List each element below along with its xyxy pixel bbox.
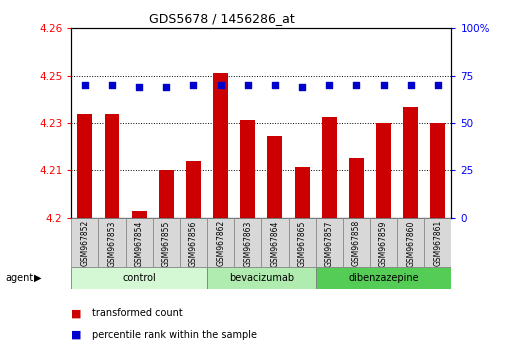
Bar xyxy=(71,267,207,289)
Bar xyxy=(370,218,397,267)
Text: GSM967865: GSM967865 xyxy=(298,220,307,267)
Text: GSM967853: GSM967853 xyxy=(108,220,117,267)
Text: GSM967858: GSM967858 xyxy=(352,220,361,267)
Text: control: control xyxy=(122,273,156,283)
Bar xyxy=(261,218,288,267)
Bar xyxy=(316,267,451,289)
Bar xyxy=(288,218,316,267)
Bar xyxy=(240,120,255,218)
Point xyxy=(243,82,252,88)
Text: GSM967856: GSM967856 xyxy=(189,220,198,267)
Point xyxy=(216,82,225,88)
Point xyxy=(379,82,388,88)
Text: GSM967862: GSM967862 xyxy=(216,220,225,267)
Text: transformed count: transformed count xyxy=(92,308,183,318)
Bar xyxy=(268,136,282,218)
Text: GSM967861: GSM967861 xyxy=(433,220,442,267)
Point xyxy=(298,84,306,90)
Bar xyxy=(180,218,207,267)
Bar xyxy=(316,218,343,267)
Bar xyxy=(207,267,316,289)
Text: GSM967852: GSM967852 xyxy=(80,220,89,267)
Bar xyxy=(159,170,174,218)
Bar xyxy=(126,218,153,267)
Text: GSM967855: GSM967855 xyxy=(162,220,171,267)
Point xyxy=(108,82,116,88)
Bar xyxy=(153,218,180,267)
Text: percentile rank within the sample: percentile rank within the sample xyxy=(92,330,258,339)
Bar xyxy=(403,107,418,218)
Point xyxy=(407,82,415,88)
Bar xyxy=(322,117,337,218)
Bar xyxy=(186,161,201,218)
Text: GSM967863: GSM967863 xyxy=(243,220,252,267)
Bar xyxy=(71,218,98,267)
Point xyxy=(271,82,279,88)
Bar xyxy=(425,218,451,267)
Text: dibenzazepine: dibenzazepine xyxy=(348,273,419,283)
Bar xyxy=(343,218,370,267)
Point xyxy=(325,82,334,88)
Text: GSM967864: GSM967864 xyxy=(270,220,279,267)
Text: GDS5678 / 1456286_at: GDS5678 / 1456286_at xyxy=(149,12,295,25)
Bar xyxy=(295,167,309,218)
Text: bevacizumab: bevacizumab xyxy=(229,273,294,283)
Bar xyxy=(207,218,234,267)
Bar xyxy=(430,123,445,218)
Text: ▶: ▶ xyxy=(34,273,42,283)
Bar xyxy=(397,218,425,267)
Bar xyxy=(105,114,119,218)
Point xyxy=(135,84,144,90)
Text: GSM967859: GSM967859 xyxy=(379,220,388,267)
Bar xyxy=(131,211,147,218)
Text: ■: ■ xyxy=(71,308,82,318)
Text: ■: ■ xyxy=(71,330,82,339)
Point xyxy=(162,84,171,90)
Text: GSM967857: GSM967857 xyxy=(325,220,334,267)
Bar xyxy=(376,123,391,218)
Text: GSM967860: GSM967860 xyxy=(406,220,415,267)
Bar xyxy=(349,158,364,218)
Text: GSM967854: GSM967854 xyxy=(135,220,144,267)
Point xyxy=(352,82,361,88)
Point xyxy=(433,82,442,88)
Text: agent: agent xyxy=(5,273,34,283)
Bar xyxy=(98,218,126,267)
Point xyxy=(189,82,197,88)
Bar xyxy=(78,114,92,218)
Bar xyxy=(213,73,228,218)
Point xyxy=(81,82,89,88)
Bar xyxy=(234,218,261,267)
